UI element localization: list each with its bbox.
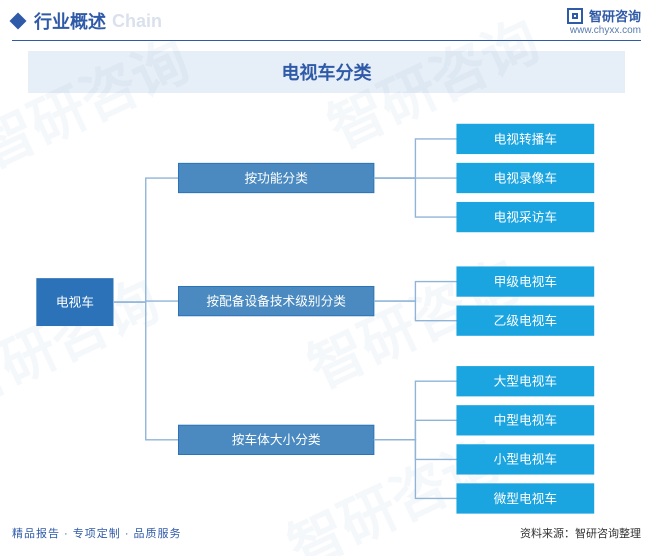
leaf-node-5-label: 大型电视车 [494, 374, 557, 389]
mid-node-1-label: 按配备设备技术级别分类 [206, 294, 346, 308]
brand-block: 智研咨询 www.chyxx.com [567, 6, 641, 36]
leaf-node-2-label: 电视采访车 [494, 209, 557, 224]
leaf-node-4-label: 乙级电视车 [494, 313, 557, 328]
connector [374, 139, 457, 178]
leaf-node-1-label: 电视录像车 [494, 170, 557, 185]
mid-node-0-label: 按功能分类 [244, 171, 308, 185]
diamond-icon [10, 13, 27, 30]
leaf-node-3-label: 甲级电视车 [494, 274, 557, 289]
header: 行业概述 Chain 智研咨询 www.chyxx.com [0, 0, 653, 40]
footer-right: 资料来源：智研咨询整理 [520, 525, 641, 541]
leaf-node-8-label: 微型电视车 [494, 491, 557, 506]
connector [374, 440, 457, 499]
connector [374, 420, 457, 440]
brand-name: 智研咨询 [589, 6, 641, 25]
connector [113, 178, 178, 302]
header-rule [12, 40, 641, 41]
diagram: 电视车 按功能分类按配备设备技术级别分类按车体大小分类 电视转播车电视录像车电视采访… [0, 93, 653, 519]
brand-logo-icon [567, 8, 583, 24]
footer: 精品报告 · 专项定制 · 品质服务 资料来源：智研咨询整理 [0, 519, 653, 547]
page-title: 行业概述 [34, 8, 106, 34]
page: 智研咨询 智研咨询 智研咨询 智研咨询 智研咨询 行业概述 Chain 智研咨询… [0, 0, 653, 556]
root-node-label: 电视车 [56, 294, 94, 309]
footer-left: 精品报告 · 专项定制 · 品质服务 [12, 525, 182, 541]
diagram-title: 电视车分类 [28, 51, 625, 93]
leaf-node-7-label: 小型电视车 [494, 452, 557, 467]
ghost-title: Chain [112, 11, 162, 32]
mid-node-2-label: 按车体大小分类 [232, 433, 321, 447]
leaf-node-6-label: 中型电视车 [494, 413, 557, 428]
connector [113, 302, 178, 440]
connector [374, 178, 457, 217]
brand-url: www.chyxx.com [567, 25, 641, 36]
leaf-node-0-label: 电视转播车 [494, 131, 557, 146]
connector [374, 282, 457, 302]
connector [374, 301, 457, 321]
